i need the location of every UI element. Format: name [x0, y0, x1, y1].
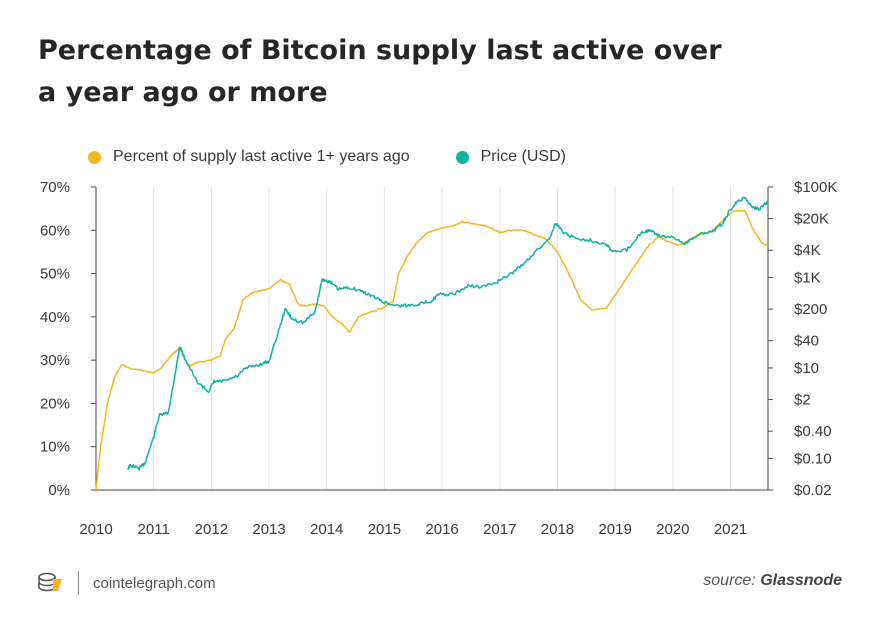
y-right-tick-label: $100K	[794, 179, 837, 196]
x-tick-label: 2011	[138, 521, 170, 538]
x-tick-label: 2015	[368, 521, 401, 538]
y-left-tick-label: 60%	[40, 222, 70, 239]
legend-swatch-supply	[88, 150, 101, 164]
legend-label-supply: Percent of supply last active 1+ years a…	[113, 148, 410, 165]
x-tick-label: 2016	[425, 521, 458, 538]
y-left-tick-label: 30%	[40, 352, 70, 369]
y-right-tick-label: $1K	[794, 269, 821, 286]
cointelegraph-logo-icon	[38, 572, 62, 592]
legend-label-price: Price (USD)	[480, 148, 566, 165]
y-left-tick-label: 20%	[40, 395, 70, 412]
footer-site-link[interactable]: cointelegraph.com	[93, 574, 216, 592]
y-right-tick-label: $0.02	[794, 482, 832, 499]
legend-item-supply: Percent of supply last active 1+ years a…	[88, 148, 410, 166]
chart-legend: Percent of supply last active 1+ years a…	[88, 145, 612, 169]
series-line-price	[127, 196, 769, 471]
x-tick-label: 2019	[598, 521, 631, 538]
y-right-tick-label: $0.40	[794, 423, 832, 440]
x-tick-label: 2013	[252, 521, 285, 538]
y-left-tick-label: 50%	[40, 266, 70, 283]
source-name: Glassnode	[760, 572, 842, 589]
y-right-tick-label: $40	[794, 333, 819, 350]
footer-brand: cointelegraph.com	[36, 570, 216, 596]
x-tick-label: 2017	[483, 521, 516, 538]
y-right-tick-label: $4K	[794, 242, 821, 259]
y-left-tick-label: 10%	[40, 439, 70, 456]
footer-divider	[78, 571, 79, 595]
source-prefix: source:	[703, 572, 756, 589]
x-tick-label: 2014	[310, 521, 343, 538]
y-left-tick-label: 0%	[48, 482, 70, 499]
series-line-supply	[95, 209, 769, 491]
y-left-tick-label: 70%	[40, 179, 70, 196]
chart-title: Percentage of Bitcoin supply last active…	[38, 35, 722, 108]
y-right-tick-label: $200	[794, 301, 827, 318]
y-right-tick-label: $10	[794, 360, 819, 377]
y-left-tick-label: 40%	[40, 309, 70, 326]
x-tick-label: 2020	[656, 521, 689, 538]
x-tick-label: 2010	[79, 521, 112, 538]
y-right-tick-label: $2	[794, 392, 811, 409]
x-tick-label: 2012	[195, 521, 228, 538]
y-right-tick-label: $0.10	[794, 450, 832, 467]
x-tick-label: 2021	[714, 521, 747, 538]
legend-item-price: Price (USD)	[455, 148, 566, 166]
y-right-tick-label: $20K	[794, 211, 829, 228]
footer-source: source: Glassnode	[703, 572, 842, 590]
x-tick-label: 2018	[541, 521, 574, 538]
legend-swatch-price	[455, 150, 469, 164]
